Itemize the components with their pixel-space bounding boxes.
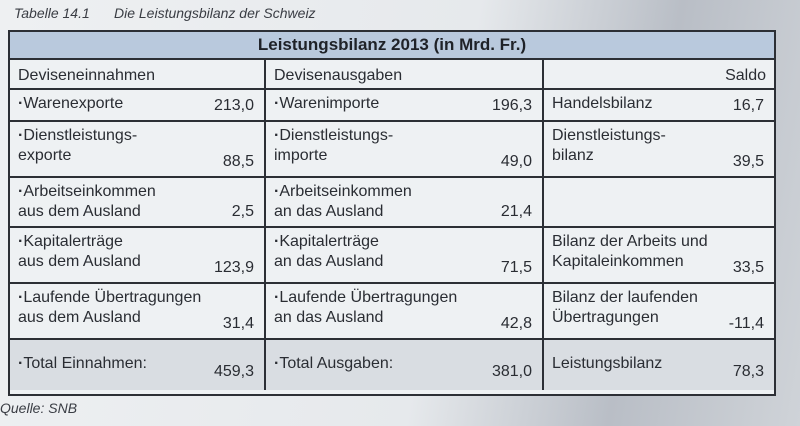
table-cell-expenditures-4: Kapitalerträge an das Ausland 71,5	[266, 228, 544, 284]
table-title: Leistungsbilanz 2013 (in Mrd. Fr.)	[10, 32, 774, 60]
header-expenditures: Devisenausgaben	[266, 60, 544, 90]
table-cell-balance-1: Handelsbilanz 16,7	[544, 90, 774, 122]
cell-value: -11,4	[728, 315, 764, 332]
header-receipts: Deviseneinnahmen	[10, 60, 266, 90]
cell-label: Dienstleistungs- exporte	[18, 126, 204, 166]
cell-value: 213,0	[213, 97, 254, 114]
cell-label: Arbeitseinkommen an das Ausland	[274, 182, 482, 222]
table-grid: Deviseneinnahmen Devisenausgaben Saldo W…	[10, 60, 774, 390]
table-number: Tabelle 14.1	[14, 5, 90, 21]
cell-value: 49,0	[500, 153, 532, 170]
total-receipts: Total Einnahmen: 459,3	[10, 340, 266, 390]
table-cell-expenditures-5: Laufende Übertragungen an das Ausland 42,…	[266, 284, 544, 340]
balance-table: Leistungsbilanz 2013 (in Mrd. Fr.) Devis…	[8, 30, 776, 396]
source-note: Quelle: SNB	[0, 400, 78, 416]
table-cell-balance-2: Dienstleistungs- bilanz 39,5	[544, 122, 774, 178]
table-cell-expenditures-2: Dienstleistungs- importe 49,0	[266, 122, 544, 178]
table-cell-receipts-2: Dienstleistungs- exporte 88,5	[10, 122, 266, 178]
cell-label: Kapitalerträge an das Ausland	[274, 232, 482, 272]
table-cell-balance-5: Bilanz der laufenden Übertragungen -11,4	[544, 284, 774, 340]
table-cell-receipts-5: Laufende Übertragungen aus dem Ausland 31…	[10, 284, 266, 340]
cell-label: Kapitalerträge aus dem Ausland	[18, 232, 204, 272]
table-cell-expenditures-1: Warenimporte 196,3	[266, 90, 544, 122]
cell-value: 42,8	[500, 315, 532, 332]
table-cell-balance-3	[544, 178, 774, 228]
total-label: Total Ausgaben:	[274, 354, 482, 374]
cell-value: 88,5	[222, 153, 254, 170]
table-cell-receipts-4: Kapitalerträge aus dem Ausland 123,9	[10, 228, 266, 284]
table-caption: Tabelle 14.1 Die Leistungsbilanz der Sch…	[14, 2, 316, 24]
cell-value: 2,5	[231, 203, 254, 220]
cell-label: Laufende Übertragungen an das Ausland	[274, 288, 482, 328]
cell-value: 123,9	[213, 259, 254, 276]
cell-label: Warenexporte	[18, 94, 204, 114]
total-expenditures: Total Ausgaben: 381,0	[266, 340, 544, 390]
total-value: 459,3	[213, 363, 254, 380]
header-balance: Saldo	[544, 60, 774, 90]
cell-label: Dienstleistungs- bilanz	[552, 127, 666, 164]
cell-value: 16,7	[732, 97, 764, 114]
cell-value: 39,5	[732, 153, 764, 170]
cell-value: 21,4	[500, 203, 532, 220]
table-caption-title: Die Leistungsbilanz der Schweiz	[114, 5, 316, 21]
table-cell-balance-4: Bilanz der Arbeits und Kapitaleinkommen 3…	[544, 228, 774, 284]
cell-label: Laufende Übertragungen aus dem Ausland	[18, 288, 204, 328]
cell-value: 33,5	[732, 259, 764, 276]
cell-label: Handelsbilanz	[552, 95, 653, 112]
table-cell-receipts-1: Warenexporte 213,0	[10, 90, 266, 122]
cell-label: Arbeitseinkommen aus dem Ausland	[18, 182, 204, 222]
table-cell-expenditures-3: Arbeitseinkommen an das Ausland 21,4	[266, 178, 544, 228]
total-label: Leistungsbilanz	[552, 355, 663, 372]
cell-label: Warenimporte	[274, 94, 482, 114]
total-label: Total Einnahmen:	[18, 354, 204, 374]
cell-label: Bilanz der Arbeits und Kapitaleinkommen	[552, 233, 708, 270]
cell-label: Bilanz der laufenden Übertragungen	[552, 289, 698, 326]
cell-label: Dienstleistungs- importe	[274, 126, 482, 166]
cell-value: 71,5	[500, 259, 532, 276]
total-value: 78,3	[732, 363, 764, 380]
total-balance: Leistungsbilanz 78,3	[544, 340, 774, 390]
cell-value: 196,3	[491, 97, 532, 114]
cell-value: 31,4	[222, 315, 254, 332]
total-value: 381,0	[491, 363, 532, 380]
table-cell-receipts-3: Arbeitseinkommen aus dem Ausland 2,5	[10, 178, 266, 228]
